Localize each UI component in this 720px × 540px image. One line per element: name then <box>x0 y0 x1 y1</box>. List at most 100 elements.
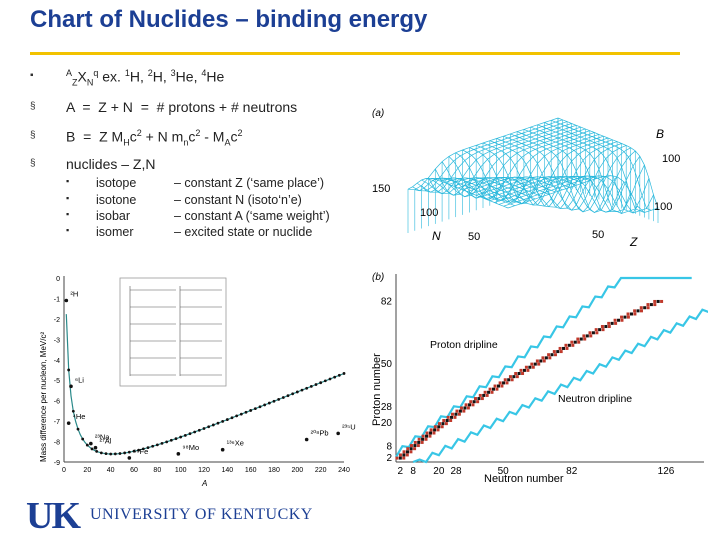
bullet-marker: ▪ <box>30 70 34 81</box>
x-tick-label: 180 <box>268 467 280 474</box>
data-point <box>109 452 113 456</box>
nuclide-cell <box>510 378 514 382</box>
data-point <box>249 409 253 412</box>
nuclide-cell <box>552 350 556 354</box>
mesh-line <box>489 140 590 208</box>
nuclide-cell <box>451 412 455 416</box>
bullet-binding-energy-text: B = Z MHc2 + N mnc2 - MAc2 <box>66 128 243 148</box>
data-point <box>244 410 248 414</box>
y-tick-label: 20 <box>381 418 393 429</box>
nuclide-cell <box>582 334 586 338</box>
nuclide-cell <box>402 456 406 460</box>
neutron-dripline-band <box>412 308 708 464</box>
x-tick-label: 20 <box>433 466 445 477</box>
y-tick-label: -6 <box>54 399 60 406</box>
nuclide-cell <box>478 393 482 397</box>
nuclide-point <box>304 437 309 442</box>
nuclide-cell <box>438 422 442 426</box>
data-point <box>197 428 201 432</box>
data-point <box>118 452 122 455</box>
nuclide-cell <box>600 325 604 329</box>
nuclide-cell <box>428 434 432 438</box>
mesh-line <box>510 133 611 213</box>
mesh-line <box>503 135 604 211</box>
axis-b-label: B <box>656 127 664 141</box>
data-point <box>309 384 313 388</box>
mesh-line <box>494 164 645 212</box>
surface-mesh <box>407 117 659 233</box>
data-point <box>253 407 257 411</box>
nuclide-cell <box>458 409 462 413</box>
nuclide-cell <box>604 325 608 329</box>
nuclide-cell <box>530 362 534 366</box>
nuclide-cell <box>519 368 523 372</box>
data-point <box>188 432 192 436</box>
nuclide-cell <box>413 440 417 444</box>
nuclide-cell <box>576 337 580 341</box>
nuclide-cell <box>533 362 537 366</box>
nuclide-cell <box>633 312 637 316</box>
nuclide-cell <box>495 387 499 391</box>
x-tick-label: 160 <box>245 467 257 474</box>
nuclide-cell <box>626 315 630 319</box>
nuclide-cell <box>477 397 481 401</box>
nuclide-cell <box>492 387 496 391</box>
nuclide-cell <box>409 450 413 454</box>
nuclide-point <box>220 447 225 452</box>
mesh-line <box>462 139 613 207</box>
nuclide-cell <box>629 312 633 316</box>
nuclide-cell <box>433 425 437 429</box>
data-point <box>263 403 267 407</box>
nuclide-cell <box>567 343 571 347</box>
bullet-marker: § <box>30 101 36 112</box>
data-point <box>277 397 281 401</box>
nuclide-point <box>64 298 69 303</box>
data-point <box>132 449 136 453</box>
data-point <box>67 368 71 372</box>
bullet-mass-number-text: A = Z + N = # protons + # neutrons <box>66 99 298 115</box>
nuclide-cell <box>485 393 489 397</box>
nuclide-label: ²⁰⁸Pb <box>311 429 329 438</box>
nuclide-cell <box>515 375 519 379</box>
level-diagram-inset <box>119 277 227 387</box>
nuclide-cell <box>562 346 566 350</box>
nuclide-cell <box>469 400 473 404</box>
nuclide-cell <box>417 437 421 441</box>
proton-dripline-band <box>395 276 692 458</box>
nuclide-cell <box>598 328 602 332</box>
bullet-marker: § <box>30 130 36 141</box>
nuclide-cell <box>588 331 592 335</box>
mass-diff-y-ticks: 0 -1 -2 -3 -4 -5 -6 -7 -8 -9 <box>54 276 60 467</box>
nuclide-cell <box>503 378 507 382</box>
nuclide-cell <box>482 393 486 397</box>
data-point <box>76 427 80 431</box>
data-point <box>85 443 89 447</box>
nuclide-cell <box>646 306 650 310</box>
nuclide-cell <box>409 444 413 448</box>
data-point <box>183 433 187 437</box>
nuclide-cell <box>571 343 575 347</box>
y-tick-label: -7 <box>54 419 60 426</box>
university-logo-text: UNIVERSITY OF KENTUCKY <box>90 506 313 523</box>
nuclide-cell <box>636 309 640 313</box>
axis-b-tick-100: 100 <box>662 153 680 165</box>
nuclide-cell <box>421 434 425 438</box>
x-tick-label: 80 <box>153 467 161 474</box>
nuclide-label: ⁵⁶Fe <box>133 447 148 456</box>
nuclide-cell <box>607 321 611 325</box>
nuclide-cell <box>424 437 428 441</box>
mesh-line <box>557 117 659 209</box>
nuclide-cell <box>614 321 618 325</box>
nuclide-cell <box>601 328 605 332</box>
data-point <box>300 388 304 392</box>
neutron-dripline-label: Neutron dripline <box>558 393 632 405</box>
nuclide-cell <box>425 434 429 438</box>
y-tick-label: -4 <box>54 358 60 365</box>
nuclide-cell <box>517 372 521 376</box>
nuclide-label: ²H <box>70 289 78 298</box>
nuclide-cell <box>617 318 621 322</box>
nuclide-cell <box>453 415 457 419</box>
nuclide-cell <box>440 425 444 429</box>
nuclide-cell <box>626 312 630 316</box>
y-tick-label: 82 <box>381 296 393 307</box>
